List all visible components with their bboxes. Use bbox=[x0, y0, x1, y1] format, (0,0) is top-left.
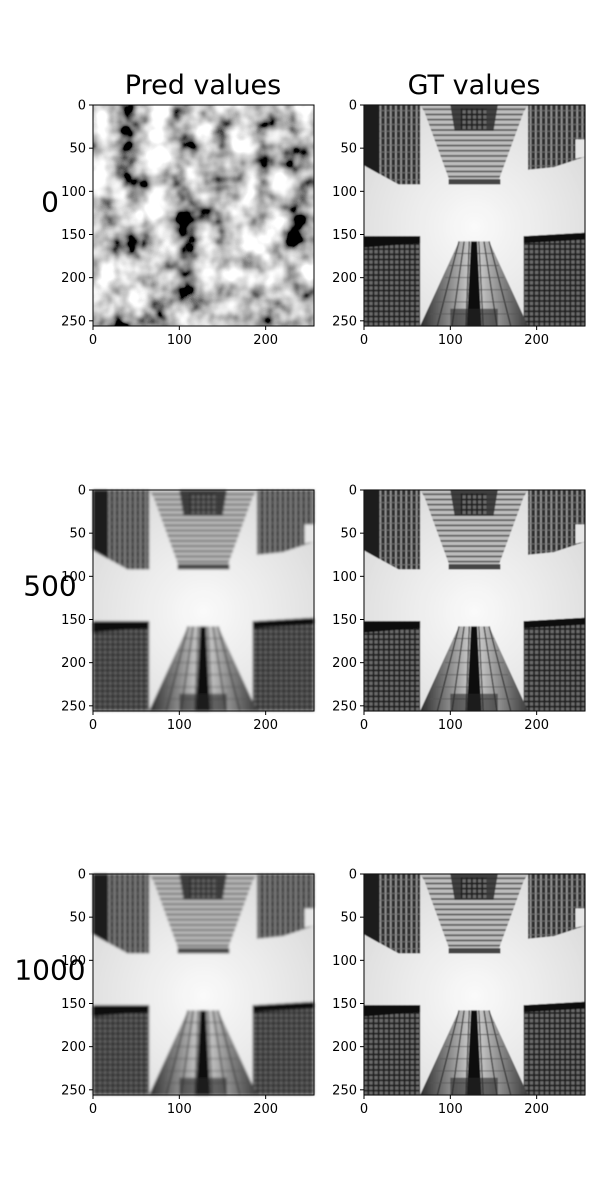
y-tick-label: 0 bbox=[349, 868, 357, 883]
x-tick-label: 200 bbox=[253, 333, 278, 348]
y-tick-label: 250 bbox=[61, 314, 86, 329]
x-tick-label: 100 bbox=[438, 718, 463, 733]
x-tick-label: 0 bbox=[89, 1102, 97, 1117]
y-tick-label: 0 bbox=[78, 99, 86, 114]
axes-frame bbox=[363, 873, 586, 1096]
y-tick-label: 150 bbox=[332, 613, 357, 628]
panel-row-500-gt: 0 100 200 0 50 100 150 200 250 bbox=[332, 484, 586, 733]
y-tick-label: 50 bbox=[69, 911, 86, 926]
y-tick-label: 100 bbox=[61, 570, 86, 585]
y-tick-label: 200 bbox=[61, 271, 86, 286]
y-tick-label: 250 bbox=[61, 1083, 86, 1098]
y-tick-label: 200 bbox=[332, 1040, 357, 1055]
y-tick-label: 150 bbox=[61, 997, 86, 1012]
row-label-0: 0 bbox=[41, 185, 59, 219]
buildings-image bbox=[93, 490, 314, 711]
axes-frame bbox=[363, 104, 586, 327]
y-tick-label: 150 bbox=[61, 613, 86, 628]
x-tick-label: 100 bbox=[438, 1102, 463, 1117]
x-tick-label: 100 bbox=[167, 333, 192, 348]
y-tick-label: 250 bbox=[332, 699, 357, 714]
panel-row-1000-pred: 0 100 200 0 50 100 150 200 250 bbox=[61, 868, 315, 1117]
panel-row-500-pred: 0 100 200 0 50 100 150 200 250 bbox=[61, 484, 315, 733]
x-tick-label: 100 bbox=[167, 718, 192, 733]
y-tick-label: 100 bbox=[332, 185, 357, 200]
y-tick-label: 250 bbox=[61, 699, 86, 714]
y-tick-label: 0 bbox=[78, 484, 86, 499]
axes-frame bbox=[92, 104, 315, 327]
panel-row-1000-gt: 0 100 200 0 50 100 150 200 250 bbox=[332, 868, 586, 1117]
x-tick-label: 100 bbox=[167, 1102, 192, 1117]
y-tick-label: 150 bbox=[61, 228, 86, 243]
y-tick-label: 0 bbox=[349, 99, 357, 114]
row-label-500: 500 bbox=[23, 569, 77, 603]
row-label-1000: 1000 bbox=[14, 953, 86, 987]
x-tick-label: 100 bbox=[438, 333, 463, 348]
column-title-pred: Pred values bbox=[124, 70, 282, 101]
y-tick-label: 50 bbox=[69, 527, 86, 542]
panel-row-0-pred: 0 100 200 0 50 100 150 200 250 bbox=[61, 99, 315, 348]
x-tick-label: 200 bbox=[524, 333, 549, 348]
panel-row-0-gt: 0 100 200 0 50 100 150 200 250 bbox=[332, 99, 586, 348]
y-tick-label: 50 bbox=[340, 911, 357, 926]
y-tick-label: 0 bbox=[349, 484, 357, 499]
y-tick-label: 150 bbox=[332, 228, 357, 243]
y-tick-label: 250 bbox=[332, 314, 357, 329]
y-tick-label: 0 bbox=[78, 868, 86, 883]
x-tick-label: 200 bbox=[253, 1102, 278, 1117]
x-tick-label: 200 bbox=[253, 718, 278, 733]
axes-frame bbox=[92, 873, 315, 1096]
y-tick-label: 100 bbox=[332, 570, 357, 585]
x-tick-label: 200 bbox=[524, 1102, 549, 1117]
y-tick-label: 200 bbox=[332, 271, 357, 286]
x-tick-label: 0 bbox=[360, 1102, 368, 1117]
y-tick-label: 100 bbox=[61, 954, 86, 969]
y-tick-label: 100 bbox=[61, 185, 86, 200]
y-tick-label: 200 bbox=[61, 656, 86, 671]
y-tick-label: 200 bbox=[332, 656, 357, 671]
y-tick-label: 50 bbox=[340, 527, 357, 542]
noise-image bbox=[93, 105, 314, 326]
y-tick-label: 100 bbox=[332, 954, 357, 969]
y-tick-label: 150 bbox=[332, 997, 357, 1012]
x-tick-label: 0 bbox=[89, 333, 97, 348]
x-tick-label: 200 bbox=[524, 718, 549, 733]
buildings-image bbox=[364, 490, 585, 711]
y-tick-label: 50 bbox=[340, 142, 357, 157]
buildings-image bbox=[93, 874, 314, 1095]
buildings-image bbox=[364, 105, 585, 326]
x-tick-label: 0 bbox=[360, 718, 368, 733]
y-tick-label: 50 bbox=[69, 142, 86, 157]
column-title-gt: GT values bbox=[407, 70, 541, 101]
axes-frame bbox=[92, 489, 315, 712]
y-tick-label: 200 bbox=[61, 1040, 86, 1055]
axes-frame bbox=[363, 489, 586, 712]
x-tick-label: 0 bbox=[89, 718, 97, 733]
buildings-image bbox=[364, 874, 585, 1095]
x-tick-label: 0 bbox=[360, 333, 368, 348]
y-tick-label: 250 bbox=[332, 1083, 357, 1098]
